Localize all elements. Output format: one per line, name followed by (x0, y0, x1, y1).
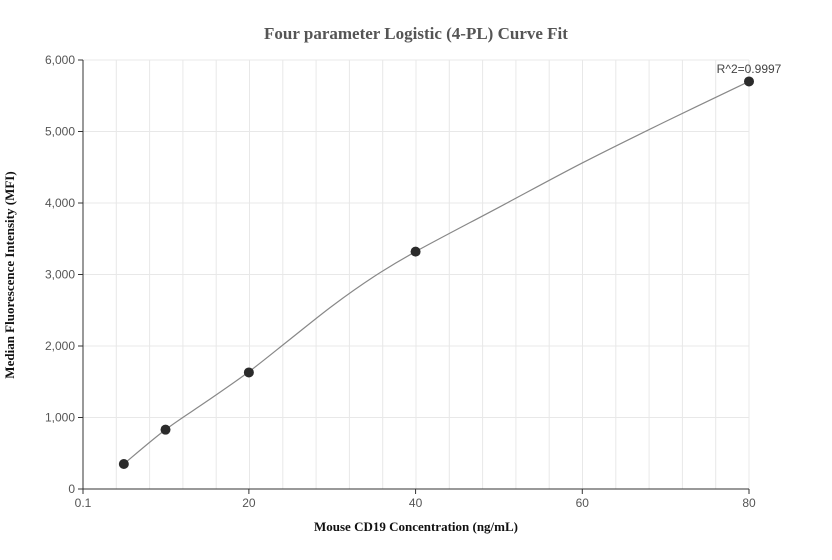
y-tick-label: 0 (68, 482, 75, 496)
y-tick-label: 5,000 (45, 125, 75, 139)
grid (83, 59, 750, 489)
y-tick-label: 3,000 (45, 268, 75, 282)
y-tick-label: 6,000 (45, 53, 75, 67)
y-axis-title: Median Fluorescence Intensity (MFI) (2, 171, 17, 378)
data-point (744, 76, 754, 87)
points-layer (118, 76, 754, 469)
r-squared-annotation: R^2=0.9997 (717, 62, 782, 76)
x-tick-label: 60 (576, 496, 590, 510)
data-point (410, 246, 421, 257)
data-point (160, 424, 171, 435)
x-axis-title: Mouse CD19 Concentration (ng/mL) (314, 519, 518, 534)
y-tick-label: 2,000 (45, 339, 75, 353)
data-point (243, 367, 254, 378)
y-tick-label: 1,000 (45, 411, 75, 425)
y-tick-label: 4,000 (45, 196, 75, 210)
data-point (118, 458, 129, 469)
x-tick-label: 80 (742, 496, 756, 510)
chart-title: Four parameter Logistic (4-PL) Curve Fit (264, 24, 568, 43)
x-tick-label: 0.1 (75, 496, 92, 510)
fit-curve-layer (123, 80, 750, 465)
x-tick-label: 40 (409, 496, 423, 510)
x-tick-label: 20 (242, 496, 256, 510)
fit-curve (123, 80, 750, 465)
axes: 0 1,000 2,000 3,000 4,000 5,000 6,000 0.1 20 40 60… (45, 53, 756, 510)
